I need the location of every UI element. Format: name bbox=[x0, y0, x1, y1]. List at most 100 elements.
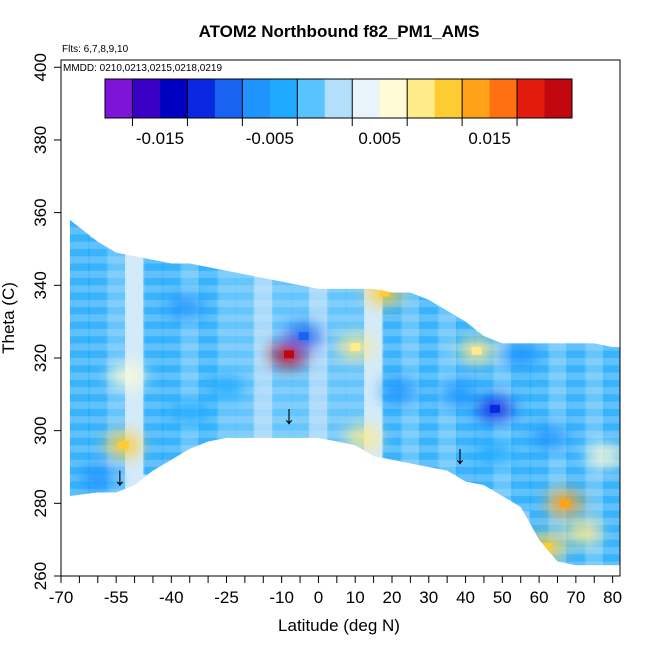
heatmap-column bbox=[308, 284, 329, 442]
heatmap-cell bbox=[489, 404, 500, 413]
heatmap-layer bbox=[69, 532, 620, 540]
heatmap-layer bbox=[69, 488, 620, 497]
heatmap-layer bbox=[69, 241, 620, 249]
x-tick-label: -55 bbox=[104, 588, 129, 607]
arrow-marker: ↓ bbox=[283, 399, 296, 429]
y-tick-label: 320 bbox=[31, 344, 50, 372]
heatmap-layer bbox=[69, 546, 620, 555]
heatmap-cell bbox=[541, 542, 552, 551]
heatmap-column bbox=[235, 270, 256, 442]
heatmap-layer bbox=[69, 387, 620, 395]
colorbar-swatch bbox=[297, 79, 326, 118]
heatmap-layer bbox=[69, 299, 620, 308]
colorbar-swatch bbox=[407, 79, 436, 118]
heatmap-column bbox=[88, 237, 109, 497]
heatmap-patch bbox=[565, 520, 602, 545]
heatmap-field bbox=[61, 213, 620, 566]
colorbar-swatch bbox=[324, 79, 353, 118]
colorbar-swatch bbox=[132, 79, 161, 118]
heatmap-layer bbox=[69, 357, 620, 366]
x-tick-label: -10 bbox=[269, 588, 294, 607]
heatmap-patch bbox=[171, 400, 208, 425]
heatmap-layer bbox=[69, 285, 620, 293]
colorbar-swatch bbox=[242, 79, 271, 118]
heatmap-patch bbox=[476, 440, 513, 465]
x-tick-label: 50 bbox=[493, 588, 512, 607]
heatmap-cell bbox=[298, 332, 309, 341]
heatmap-layer bbox=[69, 416, 620, 424]
y-tick-label: 380 bbox=[31, 126, 50, 154]
flights-subtitle: Flts: 6,7,8,9,10 bbox=[62, 44, 129, 55]
heatmap-layer bbox=[69, 459, 620, 467]
heatmap-layer bbox=[69, 401, 620, 409]
heatmap-patch bbox=[79, 465, 116, 490]
colorbar-swatch bbox=[517, 79, 546, 118]
colorbar-swatch bbox=[544, 79, 573, 118]
plot-frame bbox=[60, 59, 621, 577]
colorbar-swatch bbox=[462, 79, 491, 118]
heatmap-patch bbox=[344, 425, 381, 450]
heatmap-cell bbox=[379, 288, 390, 297]
arrow-marker: ↓ bbox=[454, 439, 467, 469]
colorbar-tick-label: 0.015 bbox=[468, 129, 511, 148]
heatmap-layer bbox=[69, 445, 620, 453]
heatmap-layer bbox=[69, 227, 620, 235]
heatmap-patch bbox=[532, 425, 569, 450]
colorbar-swatch bbox=[434, 79, 463, 118]
heatmap-layer bbox=[69, 474, 620, 482]
heatmap-column bbox=[143, 255, 164, 475]
heatmap-layer bbox=[69, 314, 620, 322]
y-axis: 260 280 300 320 340 360 380 400 bbox=[31, 53, 61, 590]
heatmap-column bbox=[382, 288, 403, 464]
heatmap-layer bbox=[61, 213, 620, 220]
heatmap-cell bbox=[350, 343, 361, 352]
heatmap-patch bbox=[502, 342, 539, 367]
heatmap-column bbox=[511, 339, 532, 511]
heatmap-layer bbox=[69, 503, 620, 511]
heatmap-column bbox=[216, 266, 238, 442]
heatmap-layer bbox=[69, 256, 620, 264]
x-tick-label: -25 bbox=[214, 588, 239, 607]
dates-subtitle: MMDD: 0210,0213,0215,0218,0219 bbox=[63, 63, 222, 74]
heatmap-patch bbox=[440, 382, 477, 407]
x-tick-label: -70 bbox=[49, 588, 74, 607]
heatmap-column bbox=[253, 274, 274, 442]
x-axis-label: Latitude (deg N) bbox=[278, 616, 400, 635]
heatmap-layer bbox=[69, 517, 620, 526]
heatmap-patch bbox=[587, 444, 620, 469]
x-tick-label: 80 bbox=[603, 588, 622, 607]
arrow-marker: ↓ bbox=[113, 461, 126, 491]
heatmap-column bbox=[364, 284, 385, 461]
heatmap-layer bbox=[69, 430, 620, 438]
heatmap-column bbox=[327, 284, 348, 446]
colorbar-tick-label: -0.015 bbox=[136, 129, 184, 148]
y-tick-label: 340 bbox=[31, 271, 50, 299]
heatmap-patch bbox=[109, 364, 146, 389]
y-axis-label: Theta (C) bbox=[0, 282, 18, 354]
colorbar-swatch bbox=[379, 79, 408, 118]
x-tick-label: 0 bbox=[314, 588, 323, 607]
y-tick-label: 280 bbox=[31, 489, 50, 517]
colorbar-tick-label: -0.005 bbox=[246, 129, 294, 148]
colorbar-swatch bbox=[269, 79, 298, 118]
x-tick-label: 60 bbox=[530, 588, 549, 607]
heatmap-column bbox=[69, 219, 90, 501]
colorbar-swatch bbox=[159, 79, 188, 118]
colorbar-swatch bbox=[105, 79, 133, 118]
heatmap-layer bbox=[69, 328, 620, 337]
chart-title: ATOM2 Northbound f82_PM1_AMS bbox=[199, 22, 480, 41]
colorbar-swatch bbox=[352, 79, 381, 118]
colorbar-swatch bbox=[187, 79, 216, 118]
colorbar-swatch bbox=[489, 79, 518, 118]
colorbar-swatch bbox=[214, 79, 243, 118]
y-tick-label: 260 bbox=[31, 562, 50, 590]
heatmap-cell bbox=[284, 350, 295, 359]
heatmap-column bbox=[400, 288, 421, 468]
y-tick-label: 360 bbox=[31, 198, 50, 226]
colorbar: -0.015 -0.005 0.005 0.015 bbox=[104, 78, 573, 148]
heatmap-inner bbox=[61, 213, 620, 566]
heatmap-patches bbox=[79, 280, 620, 559]
heatmap-column bbox=[345, 284, 366, 450]
heatmap-cell bbox=[559, 499, 570, 508]
